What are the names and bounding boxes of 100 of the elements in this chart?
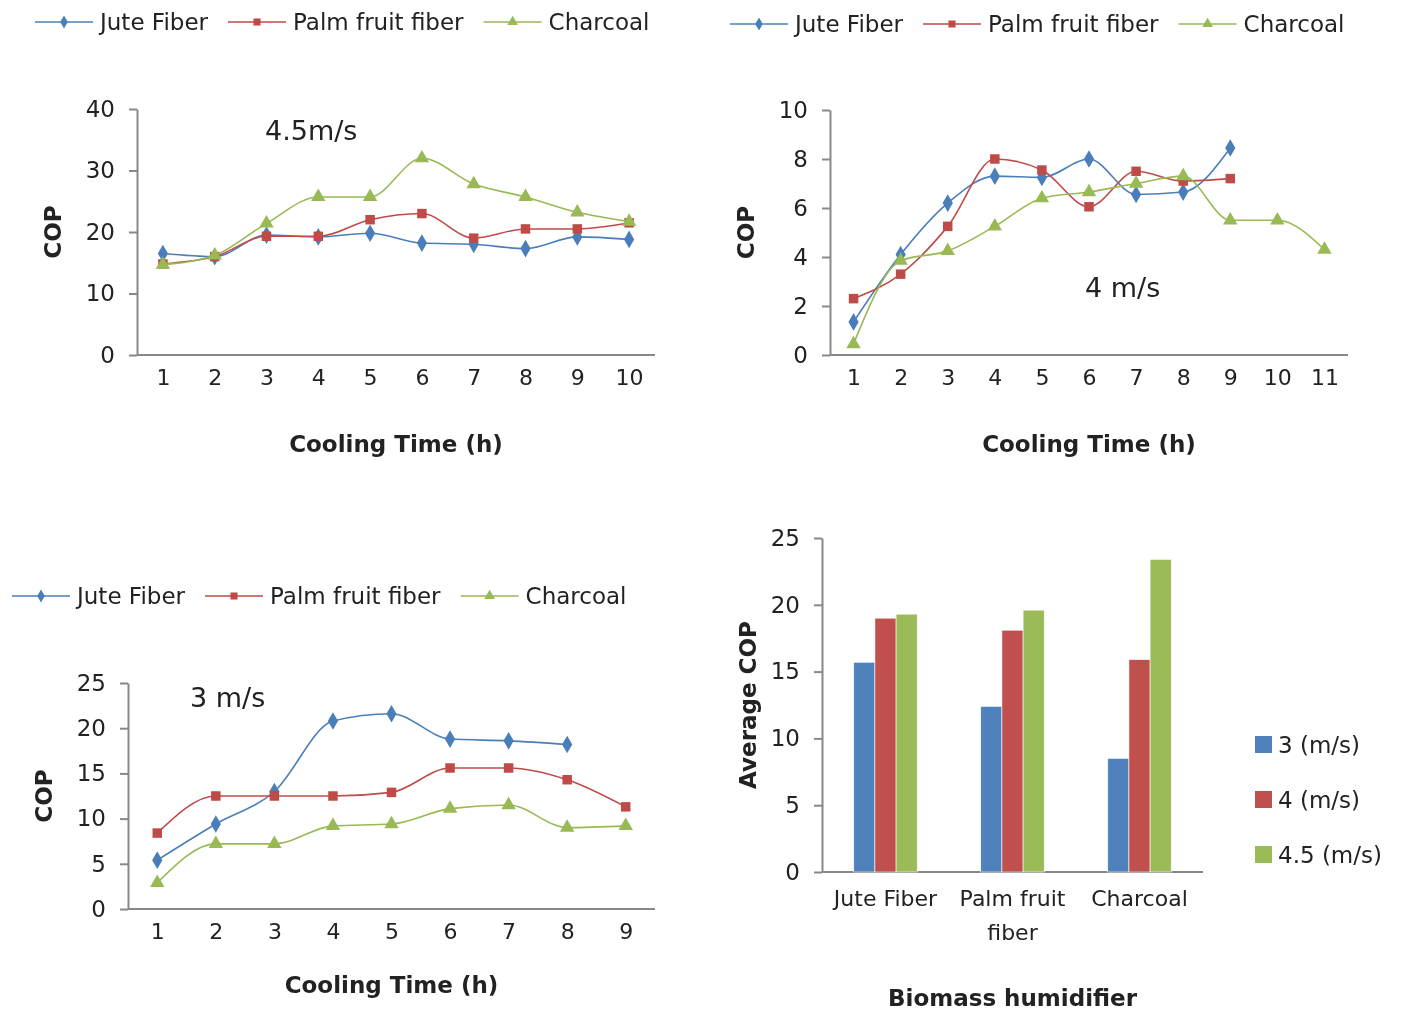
x-tick-label: 6: [443, 918, 458, 944]
point: [468, 233, 479, 243]
y-tick-label: 15: [76, 760, 106, 787]
point: [267, 835, 282, 849]
y-axis-title: Average COP: [735, 621, 761, 789]
legend-label: Palm fruit fiber: [270, 583, 442, 609]
x-tick-label: 9: [619, 918, 634, 944]
y-tick-label: 15: [770, 658, 800, 685]
x-tick-label: 7: [467, 364, 482, 390]
y-tick-label: 10: [770, 725, 800, 752]
point: [466, 175, 481, 189]
point: [311, 188, 326, 202]
point: [211, 791, 221, 801]
y-tick-label: 25: [76, 669, 106, 696]
x-tick-label: 3: [260, 364, 274, 390]
x-axis-title: Cooling Time (h): [289, 431, 503, 457]
point: [520, 224, 531, 234]
x-tick-label: 1: [847, 364, 862, 390]
y-tick-label: 30: [85, 157, 115, 184]
legend-label: Jute Fiber: [75, 583, 186, 609]
x-tick-label: 4: [311, 364, 326, 390]
y-axis-title: COP: [733, 205, 759, 260]
x-axis-title: Cooling Time (h): [284, 972, 499, 998]
point: [417, 208, 427, 219]
point: [618, 817, 633, 830]
y-tick-label: 2: [793, 292, 808, 319]
point: [442, 800, 458, 813]
point: [325, 817, 341, 830]
legend-label: 4.5 (m/s): [1278, 842, 1382, 868]
x-tick-label: 11: [1310, 364, 1339, 390]
point: [414, 149, 430, 163]
point: [1084, 202, 1094, 212]
y-axis-title: COP: [31, 769, 57, 823]
point: [1131, 166, 1141, 176]
x-tick-label: Palm fruit fiber: [959, 885, 1066, 945]
x-tick-label: 5: [385, 918, 399, 944]
point: [1034, 189, 1050, 203]
y-tick-label: 20: [770, 591, 800, 618]
point: [1270, 211, 1285, 225]
point: [572, 224, 583, 234]
x-tick-label: 3: [267, 918, 282, 944]
x-tick-label: 10: [1263, 364, 1292, 390]
point: [313, 231, 324, 242]
x-tick-label: 10: [615, 364, 644, 390]
point: [362, 188, 378, 202]
x-tick-label: 2: [894, 364, 909, 390]
point: [503, 763, 514, 773]
point: [990, 154, 1000, 164]
x-tick-label: 1: [150, 918, 165, 944]
point: [1223, 211, 1238, 225]
x-tick-label: 8: [519, 364, 533, 390]
point: [269, 791, 280, 801]
point: [1037, 165, 1047, 175]
point: [208, 835, 224, 849]
y-tick-label: 10: [85, 280, 115, 307]
x-tick-label: 2: [208, 364, 223, 390]
point: [621, 213, 637, 226]
x-axis-title: Cooling Time (h): [982, 431, 1196, 457]
x-tick-label: 6: [415, 364, 430, 390]
legend-label: Charcoal: [1243, 11, 1345, 37]
y-tick-label: 20: [76, 715, 106, 742]
x-tick-label: 1: [156, 364, 171, 390]
legend-label: 4 (m/s): [1278, 787, 1361, 813]
y-tick-label: 5: [785, 792, 800, 819]
point: [1081, 183, 1097, 197]
point: [570, 204, 585, 217]
legend-label: Jute Fiber: [98, 9, 209, 35]
y-tick-label: 0: [793, 341, 808, 368]
point: [1225, 173, 1236, 184]
annotation: 4.5m/s: [265, 115, 358, 146]
x-tick-label: 5: [363, 364, 378, 390]
y-tick-label: 25: [770, 524, 800, 551]
legend-label: Charcoal: [548, 9, 650, 35]
y-tick-label: 10: [76, 805, 106, 832]
x-tick-label: 8: [560, 918, 575, 944]
point: [893, 252, 908, 265]
x-tick-label: Jute Fiber: [831, 885, 939, 911]
y-tick-label: 0: [91, 895, 106, 922]
y-tick-label: 20: [85, 218, 115, 245]
x-tick-label: 3: [941, 364, 956, 390]
x-tick-label: 7: [1129, 364, 1144, 390]
x-axis-title: Biomass humidifier: [887, 985, 1138, 1011]
point: [445, 763, 455, 773]
legend-label: Palm fruit fiber: [988, 11, 1160, 37]
legend-label: 3 (m/s): [1278, 732, 1361, 758]
point: [942, 221, 953, 232]
y-axis-title: COP: [40, 205, 66, 259]
point: [150, 874, 165, 887]
y-tick-label: 5: [91, 850, 106, 877]
annotation: 3 m/s: [190, 682, 266, 713]
x-tick-label: 5: [1035, 364, 1050, 390]
point: [987, 218, 1003, 231]
y-tick-label: 6: [793, 194, 808, 221]
point: [365, 214, 375, 225]
point: [940, 242, 955, 256]
point: [152, 828, 163, 838]
x-tick-label: 2: [209, 918, 224, 944]
y-tick-label: 4: [793, 243, 808, 270]
point: [1128, 175, 1144, 188]
point: [386, 787, 397, 798]
